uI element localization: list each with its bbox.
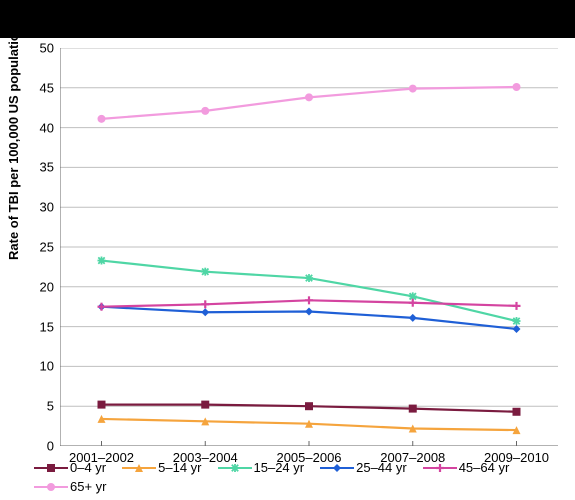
legend-item-s1: 5–14 yr xyxy=(122,460,201,475)
legend-swatch xyxy=(423,462,457,474)
legend-swatch xyxy=(34,481,68,493)
legend-item-s5: 65+ yr xyxy=(34,479,107,494)
legend-label: 45–64 yr xyxy=(459,460,510,475)
legend-item-s2: 15–24 yr xyxy=(218,460,305,475)
legend-label: 65+ yr xyxy=(70,479,107,494)
chart-container: Rate of TBI per 100,000 US population 0 5… xyxy=(0,0,575,500)
y-tick-label: 15 xyxy=(32,319,54,334)
legend-label: 5–14 yr xyxy=(158,460,201,475)
legend-label: 0–4 yr xyxy=(70,460,106,475)
y-tick-label: 5 xyxy=(32,399,54,414)
legend-swatch xyxy=(34,462,68,474)
legend-item-s0: 0–4 yr xyxy=(34,460,106,475)
y-tick-label: 0 xyxy=(32,439,54,454)
title-bar xyxy=(0,0,575,38)
legend-swatch xyxy=(122,462,156,474)
y-tick-label: 45 xyxy=(32,80,54,95)
y-tick-label: 50 xyxy=(32,41,54,56)
legend-label: 15–24 yr xyxy=(254,460,305,475)
legend-item-s4: 45–64 yr xyxy=(423,460,510,475)
y-tick-label: 35 xyxy=(32,160,54,175)
legend-swatch xyxy=(320,462,354,474)
legend-swatch xyxy=(218,462,252,474)
y-ticks: 05101520253035404550 xyxy=(34,48,56,446)
y-tick-label: 20 xyxy=(32,279,54,294)
series-line-s5 xyxy=(102,87,517,119)
legend: 0–4 yr 5–14 yr 15–24 yr 25–44 yr 45–64 yr 65+… xyxy=(34,460,565,494)
y-tick-label: 30 xyxy=(32,200,54,215)
y-tick-label: 25 xyxy=(32,240,54,255)
plot-area xyxy=(60,48,558,446)
legend-label: 25–44 yr xyxy=(356,460,407,475)
y-tick-label: 40 xyxy=(32,120,54,135)
y-axis-label: Rate of TBI per 100,000 US population xyxy=(6,25,21,260)
legend-item-s3: 25–44 yr xyxy=(320,460,407,475)
y-tick-label: 10 xyxy=(32,359,54,374)
